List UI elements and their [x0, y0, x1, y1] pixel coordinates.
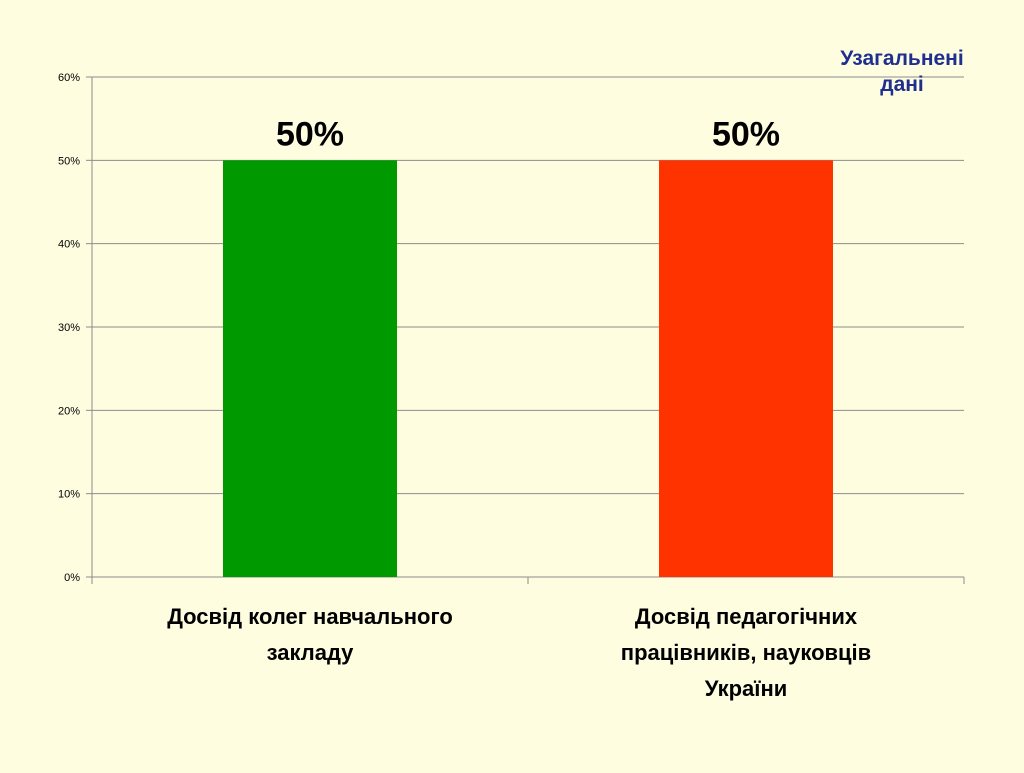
category-label: Досвід колег навчального	[167, 604, 453, 629]
chart-title: Узагальнені дані	[812, 46, 992, 98]
category-label: України	[705, 676, 788, 701]
y-tick-label: 30%	[58, 322, 80, 334]
y-tick-label: 50%	[58, 155, 80, 167]
chart-title-line-1: Узагальнені	[840, 47, 964, 70]
y-tick-label: 10%	[58, 489, 80, 501]
data-label: 50%	[712, 115, 780, 153]
bar	[223, 160, 397, 578]
chart-title-line-2: дані	[880, 73, 924, 96]
bar	[659, 160, 833, 578]
y-tick-label: 0%	[64, 572, 80, 584]
category-label: закладу	[267, 640, 355, 665]
category-label: працівників, науковців	[621, 640, 871, 665]
y-tick-label: 20%	[58, 405, 80, 417]
y-tick-label: 60%	[58, 72, 80, 84]
category-label: Досвід педагогічних	[635, 604, 858, 629]
data-label: 50%	[276, 115, 344, 153]
y-tick-label: 40%	[58, 239, 80, 251]
